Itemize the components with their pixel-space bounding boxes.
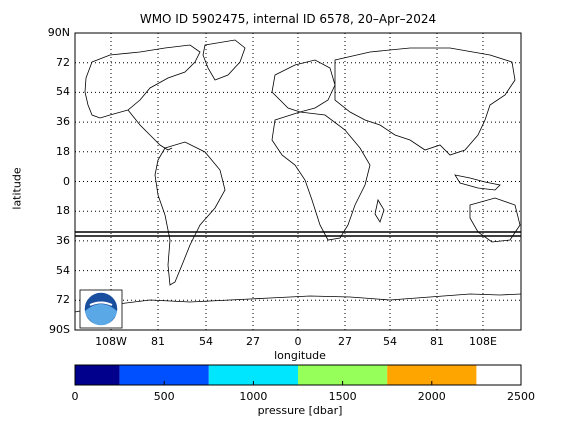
latitude-tick-label: 18 <box>56 144 70 158</box>
europe-coast <box>271 59 336 113</box>
colorbar-tick-label: 2000 <box>417 390 446 403</box>
longitude-tick-label: 108W <box>95 335 127 348</box>
colorbar-frame <box>74 364 522 386</box>
colorbar-tick-label: 1000 <box>239 390 268 403</box>
longitude-tick-label: 108E <box>469 335 497 348</box>
indonesia-coast <box>454 174 501 191</box>
colorbar-segment <box>75 365 120 385</box>
longitude-tick-label: 0 <box>294 335 302 348</box>
asia-coast <box>334 47 516 156</box>
latitude-tick-label: 54 <box>56 263 70 277</box>
colorbar-tick-label: 1500 <box>328 390 357 403</box>
colorbar-segment <box>298 365 388 385</box>
antarctica-coast <box>74 293 522 313</box>
colorbar-segment <box>208 365 298 385</box>
noaa-logo-icon <box>79 289 123 329</box>
latitude-tick-label: 72 <box>56 293 70 307</box>
longitude-tick-label: 81 <box>430 335 444 348</box>
australia-coast <box>469 197 521 243</box>
south-america-coast <box>154 141 226 286</box>
greenland-coast <box>202 39 246 81</box>
madagascar-coast <box>374 198 385 223</box>
colorbar-tick-label: 2500 <box>507 390 535 403</box>
x-axis-label: longitude <box>274 349 326 362</box>
colorbar <box>74 365 522 385</box>
latitude-tick-label: 36 <box>56 115 70 129</box>
north-america-coast <box>84 44 201 119</box>
colorbar-segment <box>119 365 209 385</box>
central-america-coast <box>127 109 173 151</box>
latitude-tick-label: 90N <box>47 26 70 39</box>
longitude-tick-label: 81 <box>151 335 165 348</box>
longitude-tick-label: 54 <box>383 335 397 348</box>
latitude-tick-label: 36 <box>56 233 70 247</box>
coastlines <box>74 39 522 313</box>
latitude-tick-label: 72 <box>56 55 70 69</box>
latitude-tick-label: 0 <box>63 174 70 188</box>
colorbar-label: pressure [dbar] <box>257 404 343 417</box>
plot-title: WMO ID 5902475, internal ID 6578, 20–Apr… <box>139 12 437 26</box>
longitude-tick-label: 27 <box>246 335 260 348</box>
longitude-tick-label: 27 <box>338 335 352 348</box>
latitude-tick-label: 54 <box>56 85 70 99</box>
latitude-tick-label: 90S <box>49 323 70 336</box>
longitude-tick-label: 54 <box>199 335 213 348</box>
y-axis-label: latitude <box>10 167 24 210</box>
colorbar-tick-label: 0 <box>71 390 79 403</box>
colorbar-tick-label: 500 <box>153 390 175 403</box>
colorbar-segment <box>387 365 477 385</box>
latitude-tick-label: 18 <box>56 204 70 218</box>
